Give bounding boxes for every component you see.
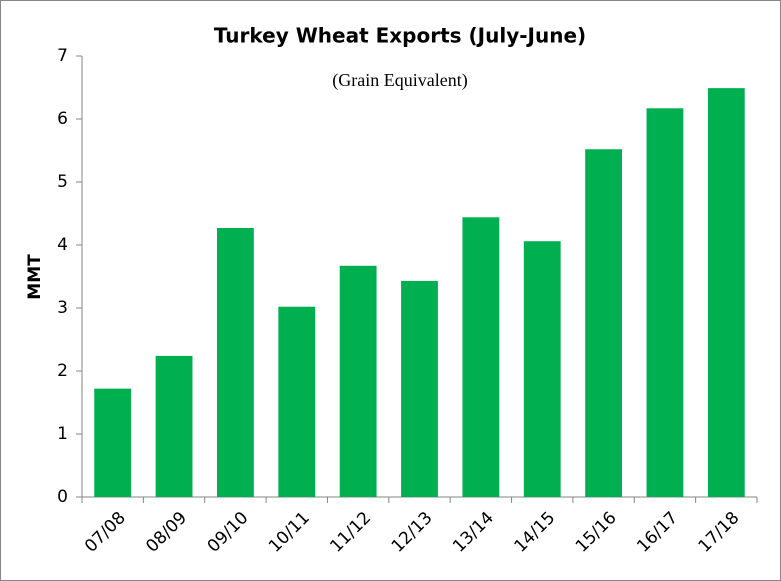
y-tick-label: 7 [57,46,68,66]
bar [523,241,561,497]
bar [278,306,316,497]
y-tick-label: 2 [57,361,68,381]
bar [585,149,622,498]
bar [94,388,132,497]
bar [707,88,745,497]
chart-subtitle: (Grain Equivalent) [332,70,467,91]
y-axis-label: MMT [25,254,45,300]
y-tick-label: 4 [57,235,68,255]
bar [646,108,684,497]
y-tick-label: 3 [57,298,68,318]
y-tick-label: 1 [57,424,68,444]
y-tick-label: 5 [57,172,68,192]
chart-title: Turkey Wheat Exports (July-June) [214,24,586,48]
bar [155,355,193,497]
bar [401,280,438,497]
y-tick-label: 6 [57,109,68,129]
bar [217,227,254,498]
y-tick-label: 0 [57,487,68,507]
bar [462,217,500,497]
bar [339,265,377,497]
